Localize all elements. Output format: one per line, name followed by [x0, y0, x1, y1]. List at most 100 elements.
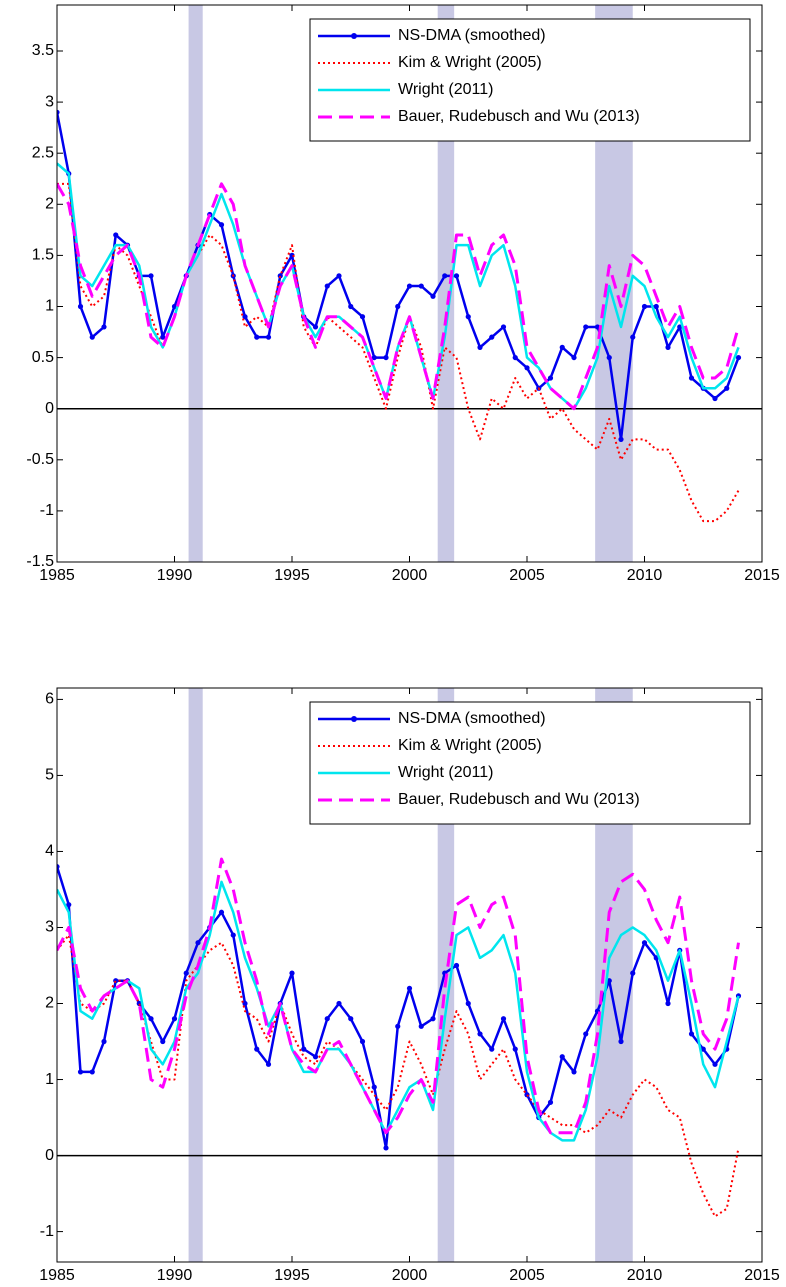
series-marker	[101, 1038, 107, 1045]
x-tick-label: 1990	[157, 567, 193, 584]
y-tick-label: 1.5	[32, 247, 54, 264]
series-marker	[77, 1069, 84, 1075]
legend-label: Wright (2011)	[398, 764, 493, 781]
series-marker	[606, 354, 612, 361]
series-marker	[653, 303, 659, 310]
recession-band	[188, 5, 203, 562]
y-tick-label: -1	[40, 502, 54, 519]
y-tick-label: 3	[45, 919, 54, 936]
series-marker	[254, 334, 260, 340]
x-tick-label: 1985	[39, 1267, 75, 1282]
series-marker	[371, 1084, 377, 1090]
series-marker	[195, 940, 201, 946]
series-marker	[630, 970, 636, 976]
y-tick-label: 0	[45, 1147, 54, 1164]
series-marker	[489, 334, 495, 340]
series-marker	[265, 334, 272, 340]
series-marker	[418, 1023, 424, 1029]
series-marker	[359, 1038, 366, 1045]
series-marker	[571, 354, 577, 361]
legend: NS-DMA (smoothed) Kim & Wright (2005) Wrig…	[309, 701, 751, 825]
y-tick-label: 6	[45, 691, 54, 708]
series-marker	[406, 283, 413, 289]
series-marker	[148, 273, 154, 279]
legend-label: Bauer, Rudebusch and Wu (2013)	[398, 108, 640, 125]
series-marker	[324, 283, 330, 289]
y-tick-label: 0.5	[32, 349, 54, 366]
series-marker	[571, 1069, 577, 1075]
x-tick-label: 2005	[509, 1267, 545, 1282]
series-marker	[442, 273, 448, 279]
series-marker	[395, 1023, 401, 1029]
series-layer	[57, 857, 742, 1218]
x-tick-label: 2015	[744, 1267, 780, 1282]
x-tick-label: 2015	[744, 567, 780, 584]
series-marker	[559, 1054, 565, 1060]
series-marker	[547, 375, 554, 381]
legend-label: Wright (2011)	[398, 81, 493, 98]
series-marker	[477, 344, 483, 350]
series-marker	[218, 222, 225, 228]
y-tick-label: 3	[45, 93, 54, 110]
series-marker	[301, 1046, 307, 1052]
legend-label: NS-DMA (smoothed)	[398, 27, 546, 44]
y-tick-label: -1	[40, 1223, 54, 1240]
legend-label: Kim & Wright (2005)	[398, 54, 542, 71]
series-marker	[89, 1069, 95, 1075]
series-marker	[66, 902, 72, 908]
series-marker	[324, 1016, 330, 1022]
series-marker	[465, 314, 471, 320]
series-marker	[618, 436, 624, 442]
x-tick-label: 1985	[39, 567, 75, 584]
x-tick-label: 1995	[274, 567, 310, 584]
series-marker	[547, 1099, 554, 1105]
series-marker	[359, 314, 366, 320]
series-marker	[406, 985, 413, 991]
x-tick-label: 1995	[274, 1267, 310, 1282]
series-marker	[254, 1046, 260, 1052]
series-marker	[688, 375, 695, 381]
series-marker	[583, 1031, 589, 1037]
series-marker	[465, 1000, 471, 1007]
series-marker	[183, 970, 189, 976]
series-marker	[630, 334, 636, 340]
y-tick-label: 2	[45, 196, 54, 213]
y-tick-label: 3.5	[32, 42, 54, 59]
series-marker	[77, 303, 84, 310]
y-tick-label: 4	[45, 843, 54, 860]
y-tick-label: 5	[45, 767, 54, 784]
series-marker	[265, 1061, 272, 1067]
series-marker	[418, 283, 424, 289]
series-marker	[688, 1031, 695, 1037]
y-tick-label: 1	[45, 298, 54, 315]
y-tick-label: 2	[45, 995, 54, 1012]
series-marker	[57, 864, 60, 870]
legend: NS-DMA (smoothed) Kim & Wright (2005) Wrig…	[309, 18, 751, 142]
series-marker	[113, 232, 119, 238]
series-marker	[500, 1016, 507, 1022]
series-marker	[712, 395, 718, 402]
series-marker	[524, 1092, 530, 1098]
series-marker	[336, 1000, 342, 1007]
series-marker	[641, 940, 648, 946]
series-layer	[57, 109, 742, 523]
series-marker	[312, 1054, 319, 1060]
y-tick-label: -1.5	[26, 553, 54, 570]
series-line	[57, 880, 740, 1142]
series-marker	[383, 354, 389, 361]
legend-label: Bauer, Rudebusch and Wu (2013)	[398, 791, 640, 808]
series-marker	[148, 1016, 154, 1022]
series-marker	[371, 354, 377, 361]
legend-label: NS-DMA (smoothed)	[398, 710, 546, 727]
series-marker	[160, 334, 166, 340]
legend-box	[309, 18, 751, 142]
series-marker	[89, 334, 95, 340]
series-marker	[171, 1016, 178, 1022]
legend-label: Kim & Wright (2005)	[398, 737, 542, 754]
x-tick-label: 2010	[627, 1267, 663, 1282]
x-tick-label: 2000	[392, 567, 428, 584]
series-marker	[383, 1145, 389, 1151]
series-marker	[641, 303, 648, 310]
axes: -1.5 -1 -0.5 0 0.5 1 1.5 2 2.5 3 3.5 1985 1990 1995 20…	[26, 4, 780, 584]
